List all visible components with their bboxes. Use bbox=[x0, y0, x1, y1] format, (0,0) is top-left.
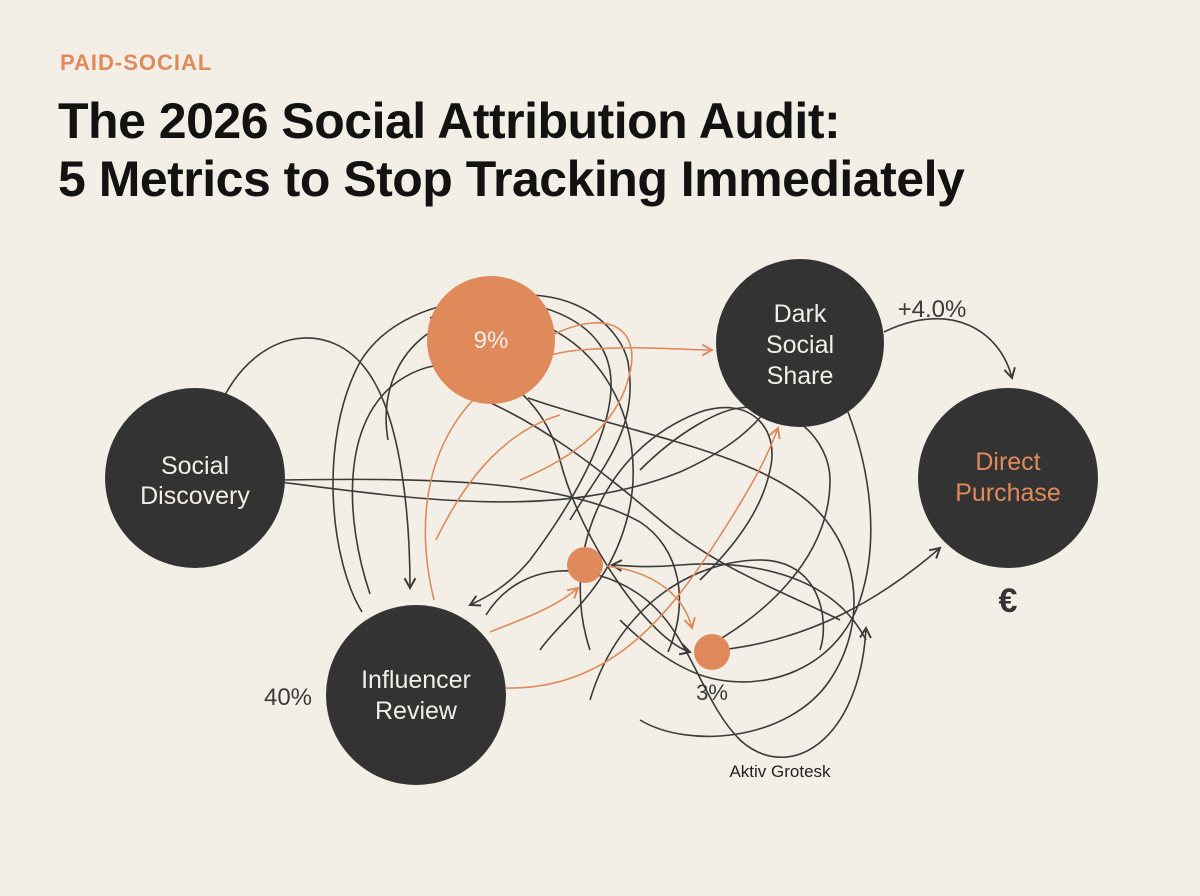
node-label-line: Discovery bbox=[140, 482, 250, 510]
node-influencer-review: Influencer Review bbox=[326, 605, 506, 785]
connector-path bbox=[279, 400, 774, 503]
small-node-mid bbox=[567, 547, 603, 583]
connector-path bbox=[527, 397, 855, 738]
node-circle bbox=[105, 388, 285, 568]
connector-path bbox=[485, 570, 872, 758]
page-title: The 2026 Social Attribution Audit: 5 Met… bbox=[58, 92, 965, 208]
connector-path bbox=[719, 546, 942, 651]
connector-path bbox=[579, 406, 773, 651]
node-value: 9% bbox=[474, 327, 509, 354]
connector-path bbox=[605, 565, 696, 630]
connector-path bbox=[519, 322, 633, 481]
connector-path bbox=[619, 411, 872, 683]
node-circle bbox=[716, 259, 884, 427]
metric-small-node-label: 3% bbox=[696, 680, 728, 705]
node-label-line: Social bbox=[766, 331, 834, 359]
connector-path bbox=[505, 426, 781, 689]
node-social-discovery: Social Discovery bbox=[105, 388, 285, 568]
node-label-line: Social bbox=[161, 452, 229, 480]
connector-path bbox=[589, 559, 825, 701]
node-label-line: Review bbox=[375, 697, 458, 725]
title-line-1: The 2026 Social Attribution Audit: bbox=[58, 93, 841, 149]
node-circle bbox=[918, 388, 1098, 568]
node-label-line: Direct bbox=[975, 448, 1040, 476]
node-label-line: Share bbox=[767, 362, 834, 390]
connector-path bbox=[639, 406, 831, 651]
metric-lift-label: +4.0% bbox=[898, 296, 967, 323]
title-line-2: 5 Metrics to Stop Tracking Immediately bbox=[58, 151, 965, 207]
small-node-3pct bbox=[694, 634, 730, 670]
node-label-line: Influencer bbox=[361, 666, 471, 694]
node-circle bbox=[427, 276, 555, 404]
connector-path bbox=[279, 478, 681, 653]
node-circle bbox=[326, 605, 506, 785]
connector-path bbox=[609, 559, 867, 641]
node-label-line: Purchase bbox=[955, 479, 1061, 507]
connector-path bbox=[385, 314, 634, 651]
category-kicker: PAID-SOCIAL bbox=[60, 50, 213, 75]
node-top-metric: 9% bbox=[427, 276, 555, 404]
node-direct-purchase: Direct Purchase bbox=[918, 388, 1098, 568]
node-label-line: Dark bbox=[774, 300, 827, 328]
connector-path bbox=[435, 414, 561, 541]
metric-influencer-share-label: 40% bbox=[264, 684, 312, 711]
euro-currency-icon: € bbox=[999, 582, 1018, 620]
font-caption: Aktiv Grotesk bbox=[729, 762, 831, 781]
connector-path bbox=[883, 317, 1016, 380]
dark-connectors bbox=[224, 294, 1016, 758]
connector-path bbox=[332, 299, 612, 613]
connector-path bbox=[489, 586, 580, 633]
node-dark-social-share: Dark Social Share bbox=[716, 259, 884, 427]
connector-path bbox=[224, 337, 417, 591]
connector-path bbox=[459, 389, 841, 621]
